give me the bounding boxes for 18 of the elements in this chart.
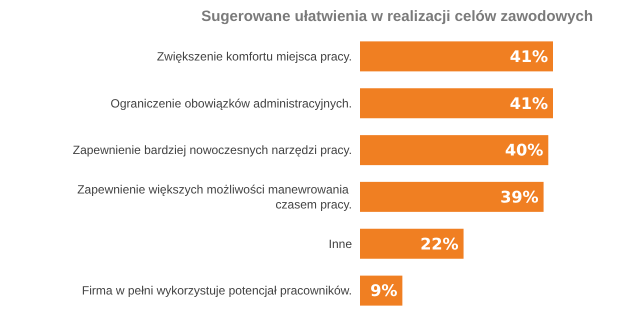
bar bbox=[360, 182, 544, 212]
bar bbox=[360, 88, 553, 118]
data-label: 9% bbox=[370, 281, 398, 300]
y-tick-label: Ograniczenie obowiązków administracyjnych. bbox=[110, 96, 352, 110]
data-label: 41% bbox=[510, 46, 548, 66]
y-tick-label: Inne bbox=[328, 236, 352, 251]
data-label: 41% bbox=[510, 94, 548, 113]
y-tick-label: Zapewnienie bardziej nowoczesnych narzędzi pracy. bbox=[72, 143, 352, 158]
chart-title: Sugerowane ułatwienia w realizacji celów zawodowych bbox=[201, 8, 593, 25]
bar bbox=[360, 135, 548, 166]
y-tick-label: Zwiększenie komfortu miejsca pracy. bbox=[156, 49, 352, 64]
y-tick-label: Zapewnienie większych możliwości manewrowania czasem pracy. bbox=[77, 182, 352, 212]
bar bbox=[360, 41, 553, 72]
data-label: 39% bbox=[500, 187, 539, 206]
data-label: 40% bbox=[504, 140, 544, 160]
data-label: 22% bbox=[420, 234, 459, 254]
bar bbox=[360, 228, 464, 259]
y-tick-label: Firma w pełni wykorzystuje potencjał pracowników. bbox=[82, 284, 352, 298]
